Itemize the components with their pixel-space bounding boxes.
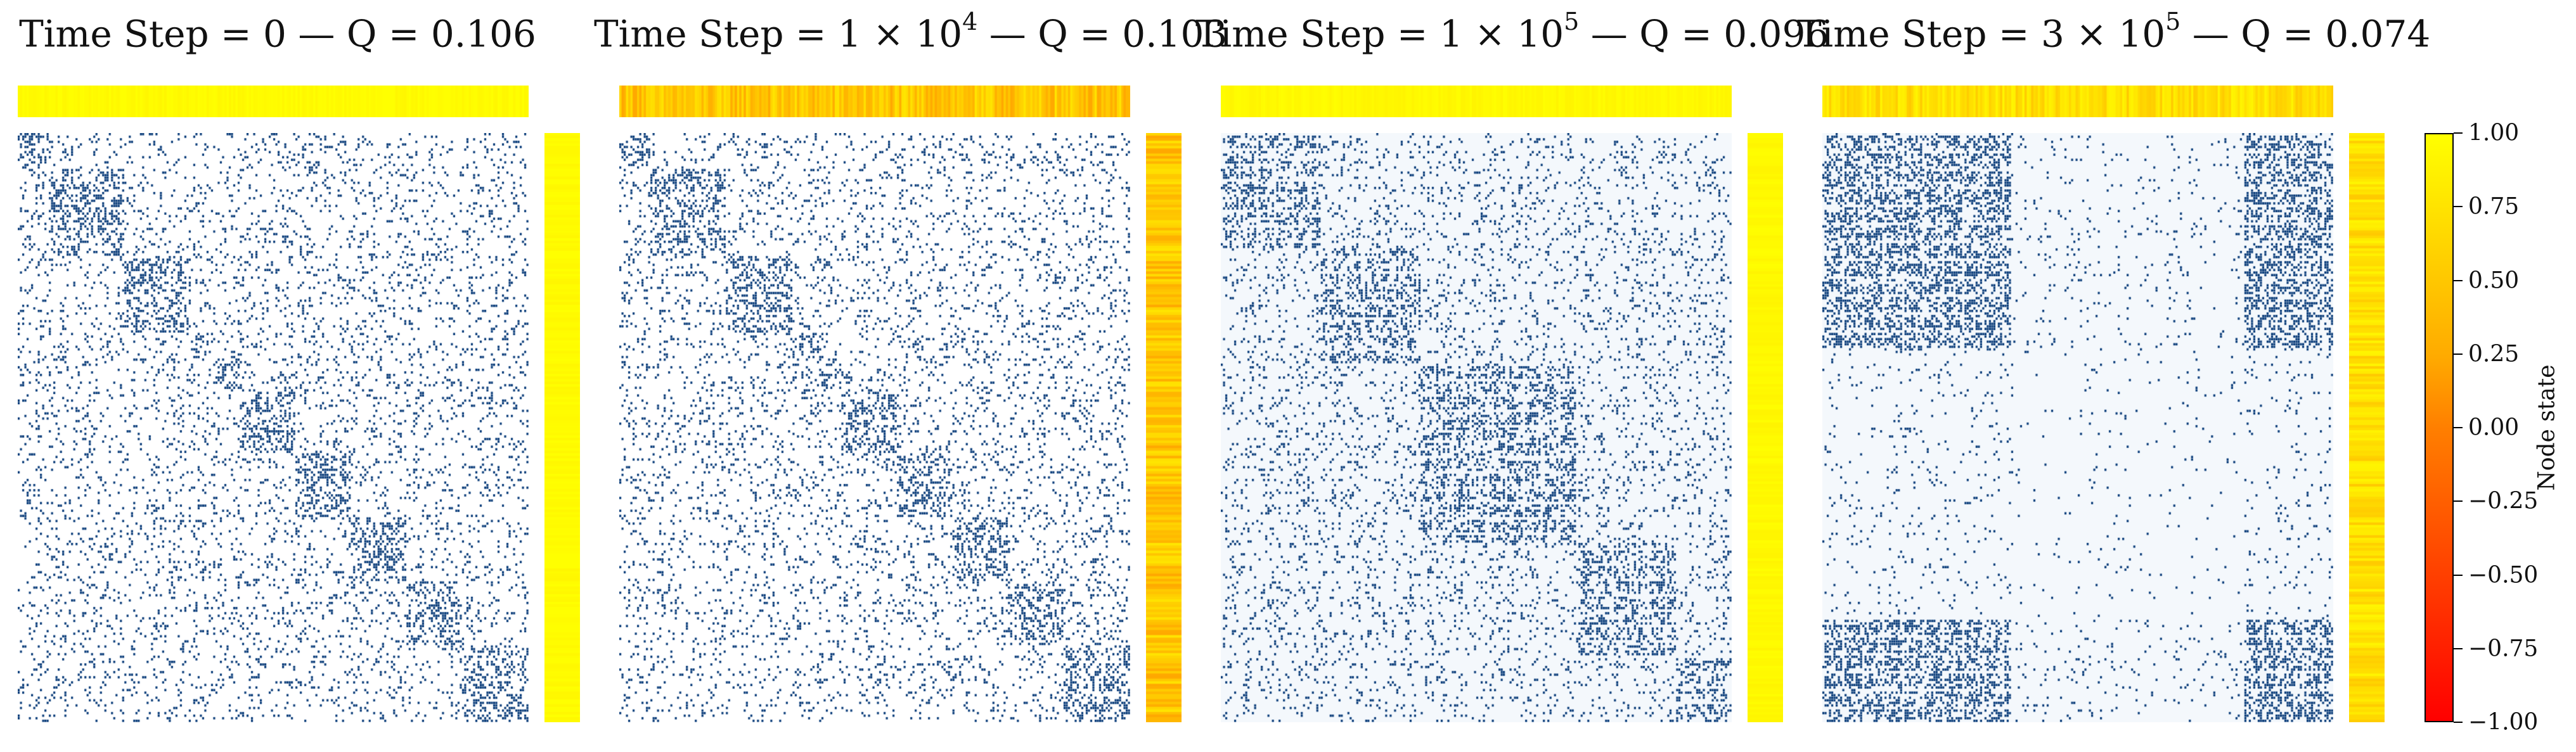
title-exponent: 5	[2165, 8, 2181, 35]
panel-title: Time Step = 3 × 105 — Q = 0.074	[1797, 8, 2430, 56]
title-text: Time Step = 0	[19, 12, 287, 56]
adjacency-matrix	[1822, 133, 2333, 722]
panel-2: Time Step = 1 × 104 — Q = 0.103	[594, 0, 1227, 752]
node-state-strip-right	[544, 133, 580, 722]
title-exponent: 4	[962, 8, 978, 35]
colorbar-label: Node state	[2534, 364, 2560, 491]
colorbar-tick	[2454, 574, 2463, 576]
colorbar-tick-label: 0.25	[2468, 341, 2520, 367]
colorbar-tick	[2454, 132, 2463, 134]
node-state-strip-top	[18, 86, 529, 117]
title-text: Time Step = 1 × 10	[594, 12, 963, 56]
panel-1: Time Step = 0 — Q = 0.106	[18, 0, 580, 752]
colorbar	[2425, 133, 2454, 722]
node-state-strip-top	[1221, 86, 1732, 117]
colorbar-tick	[2454, 427, 2463, 428]
colorbar-tick-label: 1.00	[2468, 120, 2520, 146]
colorbar-tick	[2454, 722, 2463, 723]
colorbar-tick	[2454, 647, 2463, 649]
colorbar-tick-label: −0.25	[2468, 488, 2539, 514]
panel-title: Time Step = 1 × 104 — Q = 0.103	[594, 8, 1227, 56]
title-q: — Q = 0.106	[286, 12, 536, 56]
panel-4: Time Step = 3 × 105 — Q = 0.074	[1797, 0, 2430, 752]
colorbar-tick-label: −0.50	[2468, 562, 2539, 588]
node-state-strip-right	[1146, 133, 1182, 722]
colorbar-tick	[2454, 500, 2463, 502]
colorbar-tick	[2454, 206, 2463, 208]
adjacency-matrix	[1221, 133, 1732, 722]
title-q: — Q = 0.096	[1579, 12, 1829, 56]
panel-title: Time Step = 1 × 105 — Q = 0.096	[1195, 8, 1829, 56]
node-state-strip-right	[2349, 133, 2385, 722]
colorbar-tick	[2454, 279, 2463, 281]
title-q: — Q = 0.074	[2180, 12, 2431, 56]
title-text: Time Step = 1 × 10	[1195, 12, 1564, 56]
colorbar-tick-label: 0.75	[2468, 193, 2520, 220]
colorbar-tick-label: 0.50	[2468, 267, 2520, 293]
colorbar-tick-label: −1.00	[2468, 709, 2539, 736]
panel-3: Time Step = 1 × 105 — Q = 0.096	[1195, 0, 1829, 752]
title-exponent: 5	[1564, 8, 1580, 35]
colorbar-tick-label: −0.75	[2468, 635, 2539, 662]
adjacency-matrix	[619, 133, 1130, 722]
colorbar-tick-label: 0.00	[2468, 414, 2520, 441]
node-state-strip-top	[1822, 86, 2333, 117]
title-q: — Q = 0.103	[977, 12, 1228, 56]
colorbar-tick	[2454, 353, 2463, 355]
panel-title: Time Step = 0 — Q = 0.106	[0, 11, 563, 55]
title-text: Time Step = 3 × 10	[1797, 12, 2166, 56]
node-state-strip-right	[1748, 133, 1783, 722]
node-state-strip-top	[619, 86, 1130, 117]
adjacency-matrix	[18, 133, 529, 722]
